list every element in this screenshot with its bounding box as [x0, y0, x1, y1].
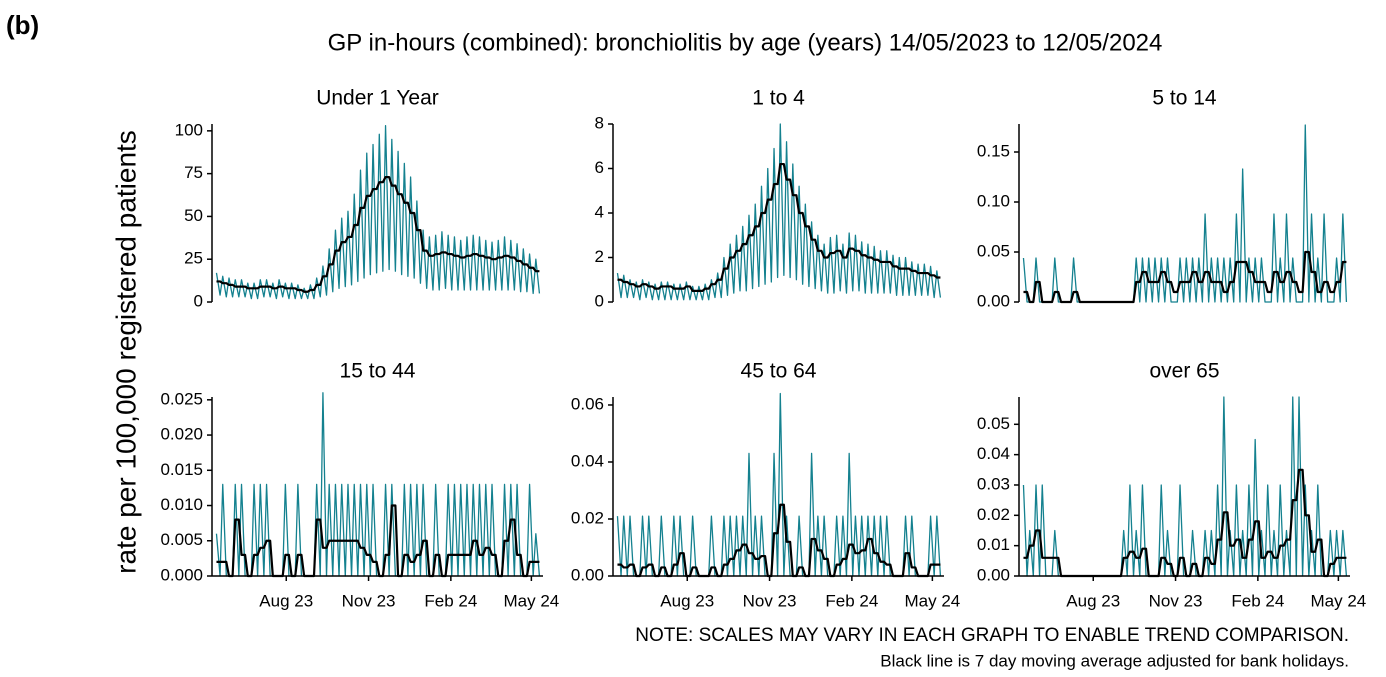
- daily-line: [616, 392, 942, 577]
- moving-average-line: [617, 162, 941, 292]
- y-tick-label: 75: [184, 163, 203, 182]
- y-tick-label: 0.000: [160, 565, 203, 584]
- note: NOTE: SCALES MAY VARY IN EACH GRAPH TO E…: [635, 625, 1349, 646]
- y-tick-label: 0.02: [977, 505, 1010, 524]
- y-tick-label: 100: [175, 120, 203, 139]
- panel-title: 45 to 64: [741, 360, 817, 383]
- y-tick-label: 0.04: [571, 451, 604, 470]
- x-tick-label: Nov 23: [342, 591, 396, 610]
- moving-average-line: [216, 175, 540, 293]
- y-tick-label: 0.00: [977, 565, 1010, 584]
- panel-title: 1 to 4: [752, 87, 805, 110]
- daily-line: [1022, 124, 1348, 303]
- x-tick-label: May 24: [503, 591, 559, 610]
- x-tick-label: Feb 24: [424, 591, 477, 610]
- panel-title: 5 to 14: [1152, 87, 1217, 110]
- y-tick-label: 6: [595, 158, 604, 177]
- y-tick-label: 0.06: [571, 394, 604, 413]
- daily-line: [215, 392, 541, 577]
- y-tick-label: 0.005: [160, 530, 203, 549]
- x-tick-label: Feb 24: [1231, 591, 1284, 610]
- y-tick-label: 0.05: [977, 241, 1010, 260]
- y-tick-label: 0.05: [977, 414, 1010, 433]
- y-tick-label: 0.04: [977, 444, 1010, 463]
- chart-title: GP in-hours (combined): bronchiolitis by…: [328, 29, 1163, 56]
- y-tick-label: 0.025: [160, 389, 203, 408]
- y-tick-label: 0.00: [571, 565, 604, 584]
- x-tick-label: May 24: [904, 591, 960, 610]
- moving-average-line: [1023, 468, 1347, 578]
- daily-line: [215, 125, 541, 300]
- x-tick-label: May 24: [1310, 591, 1366, 610]
- y-tick-label: 0.01: [977, 535, 1010, 554]
- y-tick-label: 0: [595, 291, 604, 310]
- y-tick-label: 0: [194, 291, 203, 310]
- y-axis-label: rate per 100,000 registered patients: [110, 130, 141, 574]
- y-tick-label: 0.010: [160, 495, 203, 514]
- x-tick-label: Nov 23: [743, 591, 797, 610]
- moving-average-line: [216, 504, 540, 578]
- y-tick-label: 50: [184, 206, 203, 225]
- y-tick-label: 4: [595, 202, 604, 221]
- y-tick-label: 0.020: [160, 425, 203, 444]
- y-tick-label: 2: [595, 247, 604, 266]
- x-tick-label: Aug 23: [259, 591, 313, 610]
- x-tick-label: Aug 23: [1066, 591, 1120, 610]
- note: Black line is 7 day moving average adjus…: [880, 651, 1349, 670]
- x-tick-label: Aug 23: [660, 591, 714, 610]
- moving-average-line: [1023, 250, 1347, 304]
- y-tick-label: 0.15: [977, 141, 1010, 160]
- y-tick-label: 8: [595, 113, 604, 132]
- y-tick-label: 0.015: [160, 460, 203, 479]
- x-tick-label: Nov 23: [1149, 591, 1203, 610]
- daily-line: [616, 123, 942, 301]
- y-tick-label: 0.00: [977, 291, 1010, 310]
- y-tick-label: 0.10: [977, 191, 1010, 210]
- panel-title: Under 1 Year: [316, 87, 439, 110]
- x-tick-label: Feb 24: [825, 591, 878, 610]
- moving-average-line: [617, 503, 941, 578]
- y-tick-label: 25: [184, 249, 203, 268]
- panel-title: over 65: [1149, 360, 1219, 383]
- panel-title: 15 to 44: [340, 360, 416, 383]
- y-tick-label: 0.02: [571, 508, 604, 527]
- y-tick-label: 0.03: [977, 474, 1010, 493]
- panel-label: (b): [6, 10, 39, 40]
